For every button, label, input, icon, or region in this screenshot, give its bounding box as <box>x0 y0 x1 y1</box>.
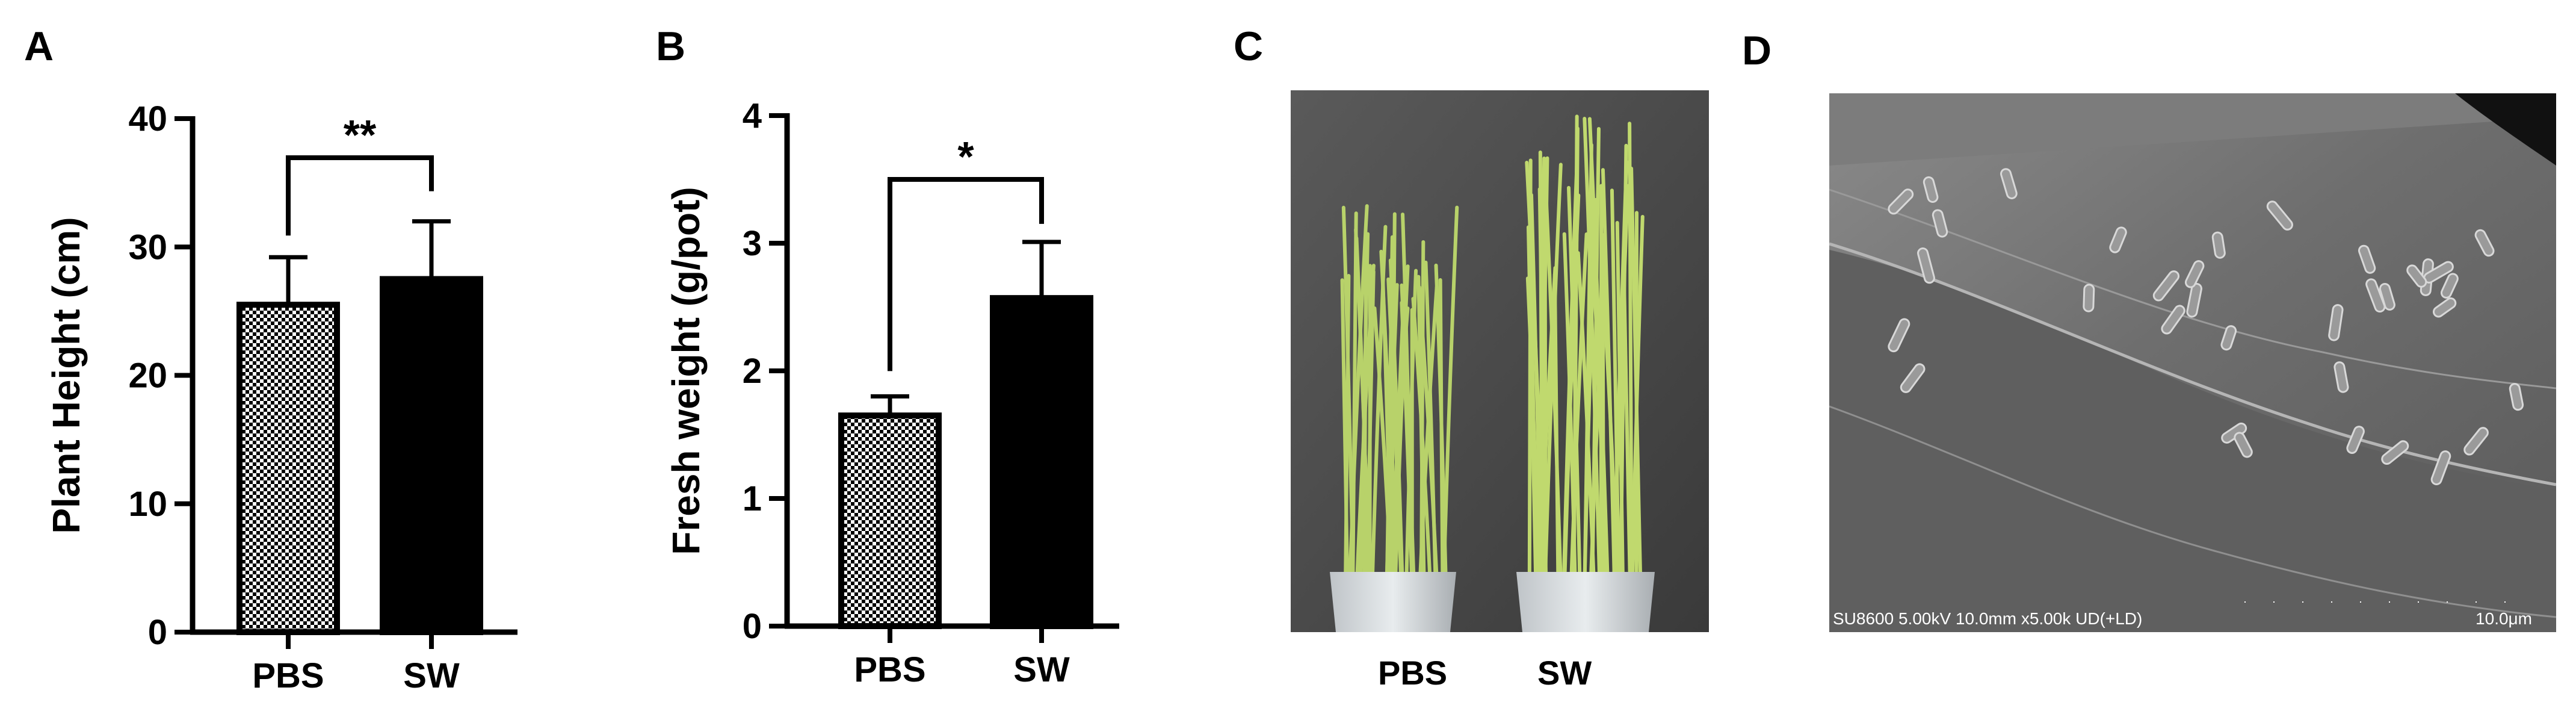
bacterium-cell <box>1888 318 1910 353</box>
plant-stem <box>1539 177 1545 577</box>
chart-b-fresh-weight: 0 1 2 3 4 Fresh weight (g/pot) PBS SW * <box>664 96 1119 689</box>
bacterium-cell <box>2186 282 2202 318</box>
plant-stem <box>1590 126 1601 577</box>
plant-stem <box>1583 117 1602 577</box>
x-tick-label: SW <box>403 656 460 695</box>
x-tick-label: PBS <box>854 650 925 689</box>
sem-scale-bar <box>2244 601 2533 603</box>
bacterium-cell <box>2220 325 2237 351</box>
y-tick-label: 10 <box>128 485 167 524</box>
bacterium-cell <box>2000 168 2018 199</box>
y-tick-label: 2 <box>743 352 762 391</box>
plant-stem <box>1344 274 1351 577</box>
plant-stem <box>1442 205 1459 577</box>
x-tick-label: PBS <box>252 656 324 695</box>
bacterium-cell <box>2152 270 2180 302</box>
sem-drawing <box>1829 93 2556 632</box>
bacterium-cell <box>2083 284 2095 312</box>
bacterium-cell <box>2161 305 2185 335</box>
sem-info-caption: SU8600 5.00kV 10.0mm x5.00k UD(+LD) <box>1833 609 2143 628</box>
significance-bracket <box>888 177 1044 371</box>
bacterium-cell <box>2440 273 2459 299</box>
plant-stem <box>1391 302 1406 577</box>
bacterium-cell <box>2463 427 2489 456</box>
photo-label-pbs: PBS <box>1378 654 1448 692</box>
plant-stem <box>1389 212 1397 577</box>
plant-stem <box>1576 251 1596 577</box>
plant-stem <box>1411 297 1432 577</box>
plant-stem <box>1438 278 1445 577</box>
plant-stem <box>1569 232 1589 577</box>
sem-scale-label: 10.0μm <box>2476 609 2532 628</box>
panel-label-b: B <box>656 23 686 69</box>
bar-pbs <box>236 302 340 635</box>
bar-pbs <box>838 412 942 629</box>
bacterium-cell <box>2211 231 2226 259</box>
panel-label-c: C <box>1234 23 1264 69</box>
bar-sw <box>380 276 483 635</box>
y-axis-label: Plant Height (cm) <box>45 217 88 533</box>
x-tick-label: SW <box>1013 650 1070 689</box>
bacterium-cell <box>2184 260 2205 288</box>
plant-photo-drawing <box>1291 90 1709 632</box>
plant-stem <box>1359 232 1370 577</box>
bacterium-cell <box>2381 440 2409 465</box>
bacterium-cell <box>2365 278 2386 313</box>
bacterium-cell <box>2430 450 2451 485</box>
y-tick-label: 1 <box>743 479 762 518</box>
bacterium-cell <box>2334 361 2349 393</box>
bacterium-cell <box>2509 383 2524 411</box>
bacterium-cell <box>1917 247 1935 284</box>
plant-stem <box>1370 225 1388 577</box>
bacterium-cell <box>2432 297 2457 318</box>
y-tick-label: 40 <box>128 99 167 138</box>
y-tick-label: 0 <box>148 613 167 652</box>
plant-stem <box>1401 213 1415 577</box>
pot-pbs <box>1330 572 1456 632</box>
pot-sw <box>1516 572 1655 632</box>
plant-stem <box>1601 233 1605 577</box>
bacterium-cell <box>2109 226 2127 253</box>
y-axis-label: Fresh weight (g/pot) <box>664 187 708 555</box>
bacterium-cell <box>2474 229 2495 257</box>
bacterium-cell <box>1900 363 1926 393</box>
bacterium-cell <box>2234 432 2253 458</box>
plant-stem <box>1566 185 1582 577</box>
significance-marker: ** <box>344 111 377 158</box>
significance-bracket <box>286 155 434 236</box>
panel-label-d: D <box>1742 28 1772 73</box>
y-tick-label: 30 <box>128 228 167 267</box>
plant-stem <box>1542 157 1563 577</box>
plant-stem <box>1612 160 1629 577</box>
plant-photo <box>1291 90 1709 632</box>
y-tick-label: 3 <box>743 224 762 263</box>
plant-stem <box>1365 270 1376 577</box>
plant-stem <box>1629 166 1643 577</box>
bacterium-cell <box>2346 426 2365 454</box>
bar-sw <box>990 295 1093 630</box>
bacterium-cell <box>2328 304 2344 341</box>
panel-label-a: A <box>24 23 54 69</box>
bacterium-cell <box>1923 176 1939 203</box>
plant-stem <box>1380 264 1393 577</box>
plant-stem <box>1610 188 1621 577</box>
plant-stem <box>1628 122 1634 577</box>
bacterium-cell <box>1932 209 1948 238</box>
significance-marker: * <box>957 133 974 180</box>
bacterium-cell <box>2379 282 2395 311</box>
bacterium-cell <box>2406 264 2427 288</box>
bacterium-cell <box>1888 188 1914 215</box>
y-tick-label: 20 <box>128 356 167 396</box>
bacterium-cell <box>2266 200 2293 231</box>
sem-micrograph: SU8600 5.00kV 10.0mm x5.00k UD(+LD) 10.0… <box>1829 93 2556 632</box>
plant-stem <box>1528 256 1538 577</box>
bacterium-cell <box>2358 244 2376 274</box>
photo-label-sw: SW <box>1537 654 1592 692</box>
plant-stem <box>1417 285 1439 577</box>
y-tick-label: 4 <box>743 96 762 135</box>
plant-stem <box>1385 235 1394 577</box>
chart-a-plant-height: 0 10 20 30 40 Plant Height (cm) PBS SW ** <box>45 99 517 695</box>
y-tick-label: 0 <box>743 607 762 646</box>
